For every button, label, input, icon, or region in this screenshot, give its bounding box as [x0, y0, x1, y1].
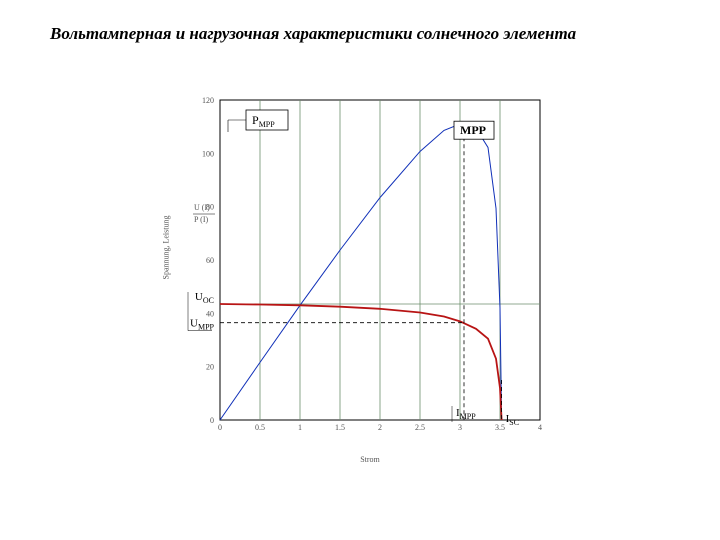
- y-axis-label: Spannung, Leistung: [162, 216, 171, 280]
- svg-text:0.5: 0.5: [255, 423, 265, 432]
- chart-svg: 00.511.522.533.54020406080100120U (I)P (…: [180, 90, 560, 460]
- svg-text:3: 3: [458, 423, 462, 432]
- iv-power-chart: Spannung, Leistung Strom 00.511.522.533.…: [180, 90, 560, 460]
- svg-text:40: 40: [206, 309, 214, 318]
- svg-text:U (I): U (I): [194, 203, 210, 212]
- svg-text:20: 20: [206, 363, 214, 372]
- svg-text:3.5: 3.5: [495, 423, 505, 432]
- svg-text:P (I): P (I): [194, 215, 208, 224]
- svg-text:2.5: 2.5: [415, 423, 425, 432]
- svg-text:0: 0: [218, 423, 222, 432]
- page-title: Вольтамперная и нагрузочная характеристи…: [50, 24, 576, 44]
- svg-text:4: 4: [538, 423, 542, 432]
- svg-text:60: 60: [206, 256, 214, 265]
- svg-text:1: 1: [298, 423, 302, 432]
- svg-text:0: 0: [210, 416, 214, 425]
- svg-text:MPP: MPP: [460, 123, 486, 137]
- svg-text:100: 100: [202, 149, 214, 158]
- x-axis-label: Strom: [360, 455, 380, 464]
- svg-text:UMPP: UMPP: [190, 318, 215, 332]
- svg-text:2: 2: [378, 423, 382, 432]
- svg-text:UOC: UOC: [195, 291, 214, 305]
- svg-text:120: 120: [202, 96, 214, 105]
- svg-text:1.5: 1.5: [335, 423, 345, 432]
